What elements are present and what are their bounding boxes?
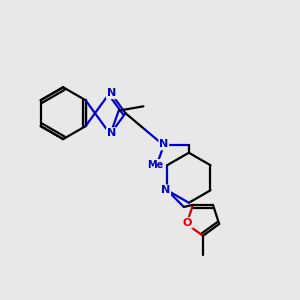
Text: Me: Me: [147, 160, 164, 170]
Text: N: N: [159, 140, 168, 149]
Text: N: N: [107, 88, 116, 98]
Text: N: N: [107, 128, 116, 138]
Text: O: O: [183, 218, 192, 228]
Text: N: N: [161, 185, 170, 195]
